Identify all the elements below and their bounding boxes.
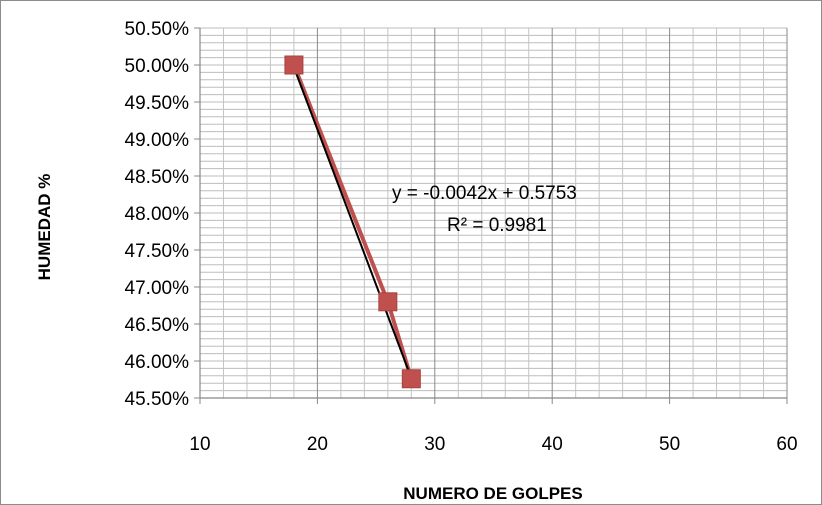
r-squared-label: R² = 0.9981 [447, 215, 547, 236]
y-tick-label: 49.00% [125, 130, 190, 151]
y-tick-label: 50.00% [125, 56, 190, 77]
y-tick-label: 45.50% [125, 389, 190, 410]
trendline [292, 66, 413, 379]
y-tick-label: 50.50% [125, 19, 190, 40]
x-tick-label: 60 [776, 434, 797, 455]
data-point-marker [378, 292, 398, 312]
x-tick-label: 40 [542, 434, 563, 455]
markers-layer [284, 55, 421, 389]
data-point-marker [401, 369, 421, 389]
x-tick-labels: 10 20 30 40 50 60 [189, 434, 797, 455]
axes [194, 27, 788, 404]
data-point-marker [284, 55, 304, 75]
y-tick-label: 48.50% [125, 167, 190, 188]
equation-label: y = -0.0042x + 0.5753 [392, 183, 577, 204]
y-tick-label: 47.00% [125, 278, 190, 299]
x-tick-label: 50 [659, 434, 680, 455]
y-axis-title: HUMEDAD % [35, 174, 54, 281]
x-tick-label: 30 [424, 434, 445, 455]
y-tick-label: 48.00% [125, 204, 190, 225]
x-tick-label: 10 [189, 434, 210, 455]
x-tick-label: 20 [307, 434, 328, 455]
x-axis-title: NUMERO DE GOLPES [403, 484, 582, 503]
gridlines [199, 27, 788, 399]
trendline-layer [292, 66, 413, 379]
y-tick-label: 46.50% [125, 315, 190, 336]
y-tick-label: 47.50% [125, 241, 190, 262]
y-tick-label: 49.50% [125, 93, 190, 114]
y-tick-labels: 45.50% 46.00% 46.50% 47.00% 47.50% 48.00% 48.5… [125, 19, 190, 410]
y-tick-label: 46.00% [125, 352, 190, 373]
